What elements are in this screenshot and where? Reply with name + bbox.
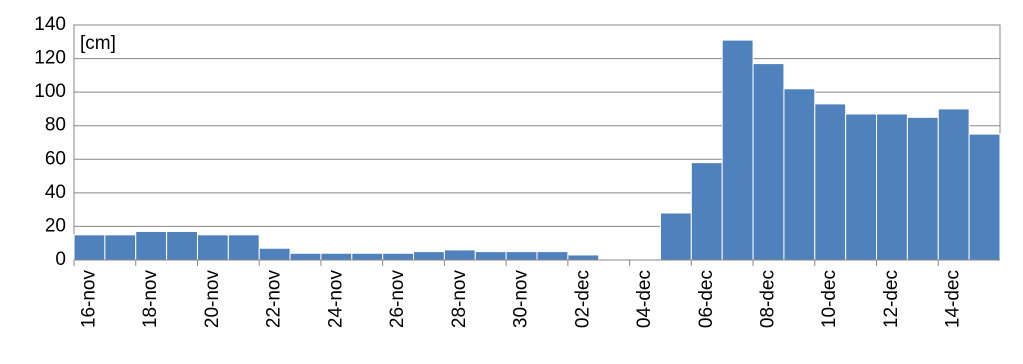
bar	[937, 108, 970, 261]
x-tick-label: 30-nov	[511, 270, 532, 329]
y-tick-label: 80	[45, 115, 66, 136]
bar	[536, 251, 569, 261]
x-tick-label: 24-nov	[325, 270, 346, 329]
x-tick-label: 16-nov	[78, 270, 99, 329]
x-tick-label: 02-dec	[572, 270, 593, 328]
bar	[104, 234, 137, 261]
bar	[814, 103, 847, 261]
x-tick-label: 12-dec	[881, 270, 902, 328]
bar	[505, 251, 538, 261]
bar	[783, 88, 816, 261]
y-tick-label: 20	[45, 215, 66, 236]
bar	[845, 113, 878, 261]
x-tick-label: 20-nov	[202, 270, 223, 329]
bar	[382, 252, 415, 261]
y-tick-label: 120	[34, 48, 66, 69]
x-tick-label: 18-nov	[140, 270, 161, 329]
x-tick-label: 14-dec	[943, 270, 964, 328]
bar	[752, 63, 785, 261]
bar	[166, 230, 198, 261]
x-tick-label: 04-dec	[634, 270, 655, 328]
x-tick-label: 06-dec	[696, 270, 717, 328]
bar	[659, 212, 692, 261]
unit-annotation: [cm]	[80, 33, 116, 54]
x-tick-label: 22-nov	[264, 270, 285, 329]
bar	[135, 230, 168, 261]
y-tick-label: 100	[34, 81, 66, 102]
bar	[351, 252, 384, 261]
bar	[968, 133, 1001, 261]
y-tick-label: 140	[34, 14, 66, 35]
bar	[196, 234, 229, 261]
bar	[474, 251, 507, 261]
bar	[906, 116, 939, 261]
bar	[73, 234, 106, 261]
y-tick-label: 0	[55, 249, 66, 270]
x-tick-label: 08-dec	[758, 270, 779, 328]
x-tick-label: 26-nov	[387, 270, 408, 329]
y-tick-label: 60	[45, 148, 66, 169]
bar	[289, 252, 322, 261]
bar	[413, 251, 445, 261]
bar	[227, 234, 260, 261]
bar	[320, 252, 353, 261]
bar	[690, 162, 723, 261]
bar	[443, 249, 476, 261]
bar	[721, 39, 754, 261]
y-tick-label: 40	[45, 182, 66, 203]
bar	[258, 247, 291, 261]
bar	[876, 113, 908, 261]
x-tick-label: 10-dec	[819, 270, 840, 328]
x-tick-label: 28-nov	[449, 270, 470, 329]
bar	[567, 254, 600, 261]
